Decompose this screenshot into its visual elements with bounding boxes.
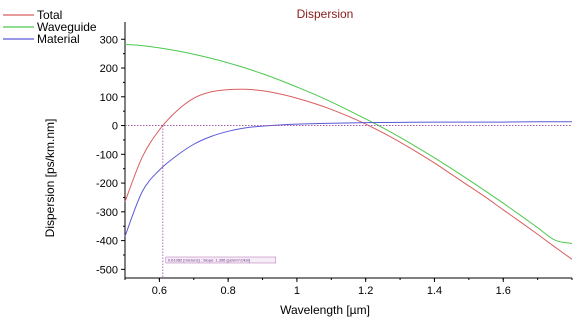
x-axis-label: Wavelength [µm] [280,303,370,317]
y-tick-label: -300 [96,207,118,219]
series-line-waveguide [124,43,573,244]
series-line-material [124,121,573,237]
zero-crossing-marker: 0.61082 [microns] ; Slope: 1.396 [ps/nm^… [125,125,572,278]
legend-label-total: Total [37,8,62,22]
y-tick-label: -500 [96,264,118,276]
series-lines [124,43,573,260]
y-tick-label: -200 [96,178,118,190]
y-tick-label: -100 [96,149,118,161]
series-line-total [124,88,573,260]
x-tick-label: 1.4 [427,285,442,297]
y-tick-label: 100 [100,92,118,104]
y-tick-label: 0 [112,121,118,133]
marker-label: 0.61082 [microns] ; Slope: 1.396 [ps/nm^… [168,258,250,263]
y-tick-label: -400 [96,236,118,248]
y-tick-label: 300 [100,34,118,46]
x-tick-label: 1.2 [358,285,373,297]
marker-label-box [165,256,277,264]
x-tick-label: 0.8 [221,285,236,297]
chart-title: Dispersion [297,7,354,21]
y-axis-label: Dispersion [ps/km.nm] [43,119,57,238]
y-tick-label: 200 [100,63,118,75]
axes: 300 200 100 0 -100 -200 -300 -400 -500 0.6 0.8 1 1.2… [96,22,573,297]
x-tick-label: 0.6 [152,285,167,297]
legend-label-material: Material [37,32,80,46]
x-tick-label: 1.6 [496,285,511,297]
legend-label-waveguide: Waveguide [37,20,97,34]
x-tick-label: 1 [294,285,300,297]
